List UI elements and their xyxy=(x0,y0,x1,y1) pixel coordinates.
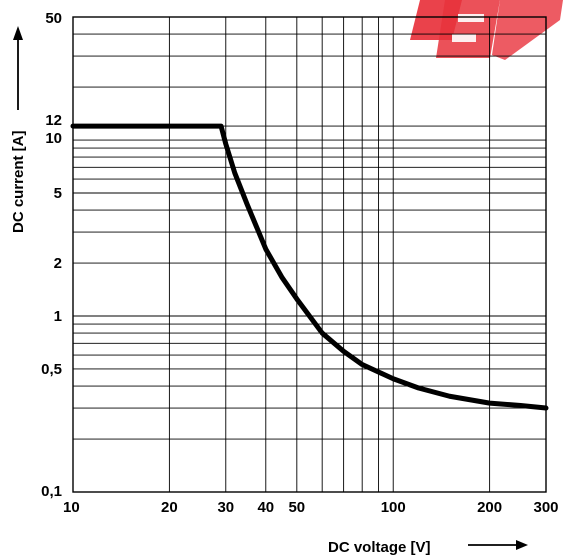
y-axis-arrow xyxy=(13,26,23,110)
y-axis-label: DC current [A] xyxy=(10,130,27,233)
watermark-shape xyxy=(492,0,563,60)
x-tick-label: 200 xyxy=(477,499,502,516)
x-tick-label: 30 xyxy=(217,499,234,516)
y-tick-label: 10 xyxy=(45,130,62,147)
x-axis-arrow xyxy=(468,540,528,550)
y-tick-label: 50 xyxy=(45,10,62,27)
x-tick-label: 100 xyxy=(381,499,406,516)
x-tick-labels: 10 20 30 40 50 100 200 300 xyxy=(63,499,559,516)
grid xyxy=(73,17,546,492)
y-tick-label: 2 xyxy=(54,255,62,272)
y-tick-label: 5 xyxy=(54,185,62,202)
series-line xyxy=(70,123,549,411)
y-tick-label: 0,5 xyxy=(41,361,62,378)
x-tick-label: 40 xyxy=(257,499,274,516)
watermark-logo xyxy=(410,0,563,60)
x-tick-label: 50 xyxy=(288,499,305,516)
x-tick-label: 20 xyxy=(161,499,178,516)
x-tick-label: 300 xyxy=(533,499,558,516)
watermark-shape xyxy=(436,0,500,58)
x-axis-label: DC voltage [V] xyxy=(328,539,431,555)
x-tick-label: 10 xyxy=(63,499,80,516)
watermark-shape xyxy=(458,14,484,22)
y-tick-label: 12 xyxy=(45,112,62,129)
plot-frame xyxy=(72,16,547,493)
y-tick-label: 0,1 xyxy=(41,483,62,500)
series-layer xyxy=(70,123,549,411)
y-tick-label: 1 xyxy=(54,308,62,325)
watermark-shape xyxy=(452,34,476,42)
